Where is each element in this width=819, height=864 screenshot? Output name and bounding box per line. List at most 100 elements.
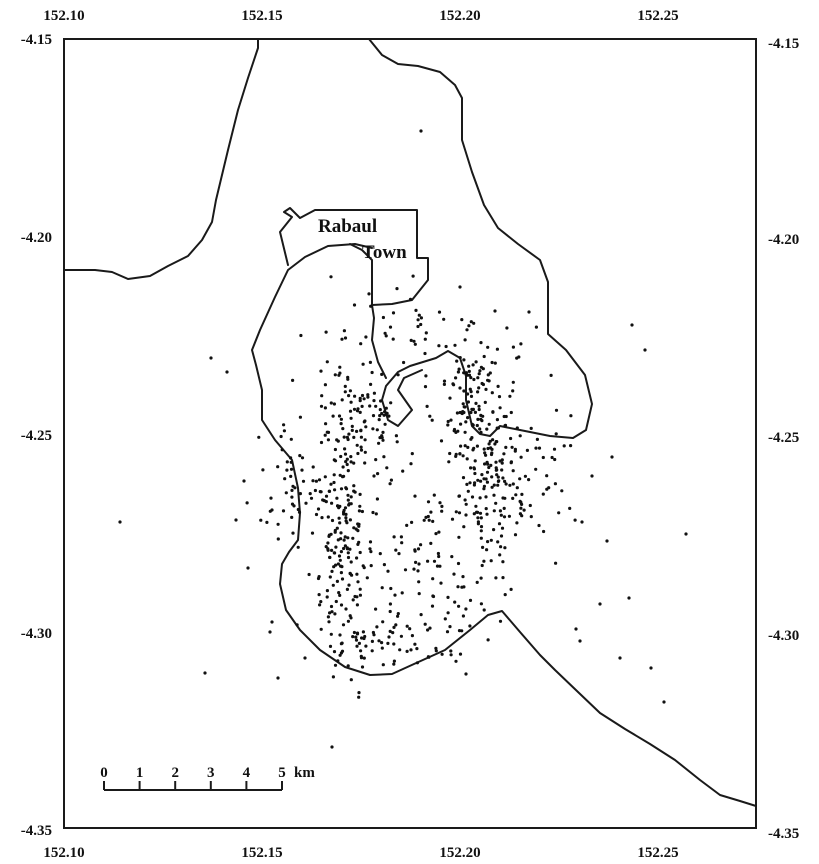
earthquake-epicenter [383,410,387,414]
lat-tick-left-5: -4.35 [21,823,52,839]
earthquake-epicenter [377,639,381,643]
earthquake-epicenter [349,460,353,464]
earthquake-epicenter [487,442,491,446]
earthquake-epicenter [437,530,441,534]
earthquake-epicenter [461,476,466,480]
earthquake-epicenter [502,506,506,510]
earthquake-epicenter [423,385,428,389]
earthquake-epicenter [410,520,414,525]
earthquake-epicenter [319,600,323,604]
earthquake-epicenter [573,518,577,522]
earthquake-epicenter [510,445,514,449]
lon-tick-bottom-1: 152.10 [43,845,84,861]
earthquake-epicenter [385,466,389,470]
earthquake-epicenter [380,436,384,440]
earthquake-epicenter [338,653,342,657]
earthquake-epicenter [333,488,337,492]
earthquake-epicenter [662,700,666,704]
earthquake-epicenter [560,489,564,493]
earthquake-epicenter [496,384,500,388]
earthquake-epicenter [380,372,384,376]
earthquake-epicenter [341,427,345,431]
earthquake-epicenter [515,521,519,525]
earthquake-epicenter [410,634,414,638]
earthquake-epicenter [366,393,370,397]
earthquake-epicenter [351,536,355,540]
earthquake-epicenter [605,539,609,543]
earthquake-epicenter [257,435,261,439]
rabaul-town-outline [279,207,429,306]
earthquake-epicenter [343,544,347,548]
earthquake-epicenter [499,513,503,517]
earthquake-epicenter [346,493,350,497]
earthquake-epicenter [479,479,483,483]
earthquake-epicenter [484,453,488,457]
earthquake-epicenter [491,438,495,442]
earthquake-epicenter [471,363,475,367]
earthquake-epicenter [475,444,479,448]
earthquake-epicenter [355,631,360,635]
earthquake-epicenter [413,342,417,346]
earthquake-epicenter [457,629,462,633]
earthquake-epicenter [347,394,351,398]
earthquake-epicenter [291,484,295,488]
earthquake-epicenter [409,648,413,652]
earthquake-epicenter [413,548,417,552]
earthquake-epicenter [259,518,263,522]
earthquake-epicenter [363,634,367,639]
earthquake-epicenter [509,461,513,465]
earthquake-epicenter [473,471,477,476]
earthquake-epicenter [386,569,390,573]
earthquake-epicenter [464,513,468,517]
earthquake-epicenter [425,404,429,408]
earthquake-epicenter [399,535,403,539]
earthquake-epicenter [332,402,336,406]
earthquake-epicenter [466,489,470,493]
earthquake-epicenter [509,436,513,441]
earthquake-epicenter [419,316,423,320]
earthquake-epicenter [399,634,403,638]
earthquake-epicenter [392,535,396,539]
earthquake-epicenter [456,585,460,589]
earthquake-epicenter [511,496,515,500]
earthquake-epicenter [290,488,294,492]
earthquake-epicenter [325,360,329,364]
earthquake-epicenter [329,632,333,636]
earthquake-epicenter [346,555,351,560]
earthquake-epicenter [289,460,293,464]
earthquake-epicenter [461,410,465,414]
earthquake-epicenter [405,649,409,654]
earthquake-epicenter [289,456,293,460]
earthquake-epicenter [374,512,378,516]
earthquake-epicenter [486,446,490,451]
earthquake-epicenter [389,478,393,482]
earthquake-epicenter [459,422,463,426]
earthquake-epicenter [337,373,341,377]
earthquake-epicenter [333,663,338,667]
earthquake-epicenter [242,479,246,483]
coastline-east [368,38,593,439]
earthquake-epicenter [519,455,523,459]
earthquake-epicenter [339,531,343,535]
lat-tick-right-2: -4.20 [768,232,799,248]
earthquake-epicenter [351,635,355,639]
earthquake-epicenter [448,396,452,400]
earthquake-epicenter [455,359,459,363]
earthquake-epicenter [452,427,457,432]
earthquake-epicenter [397,552,401,556]
earthquake-epicenter [473,410,477,414]
earthquake-epicenter [411,274,415,278]
earthquake-epicenter [276,676,280,680]
earthquake-epicenter [330,501,334,505]
earthquake-epicenter [458,410,462,415]
earthquake-epicenter [388,609,392,614]
earthquake-epicenter [453,343,457,347]
earthquake-epicenter [325,589,329,593]
earthquake-epicenter [339,537,343,541]
earthquake-epicenter [358,593,362,597]
earthquake-epicenter [355,572,359,576]
earthquake-epicenter [368,547,372,551]
earthquake-epicenter [311,479,315,483]
earthquake-epicenter [439,581,443,585]
earthquake-epicenter [416,324,420,329]
